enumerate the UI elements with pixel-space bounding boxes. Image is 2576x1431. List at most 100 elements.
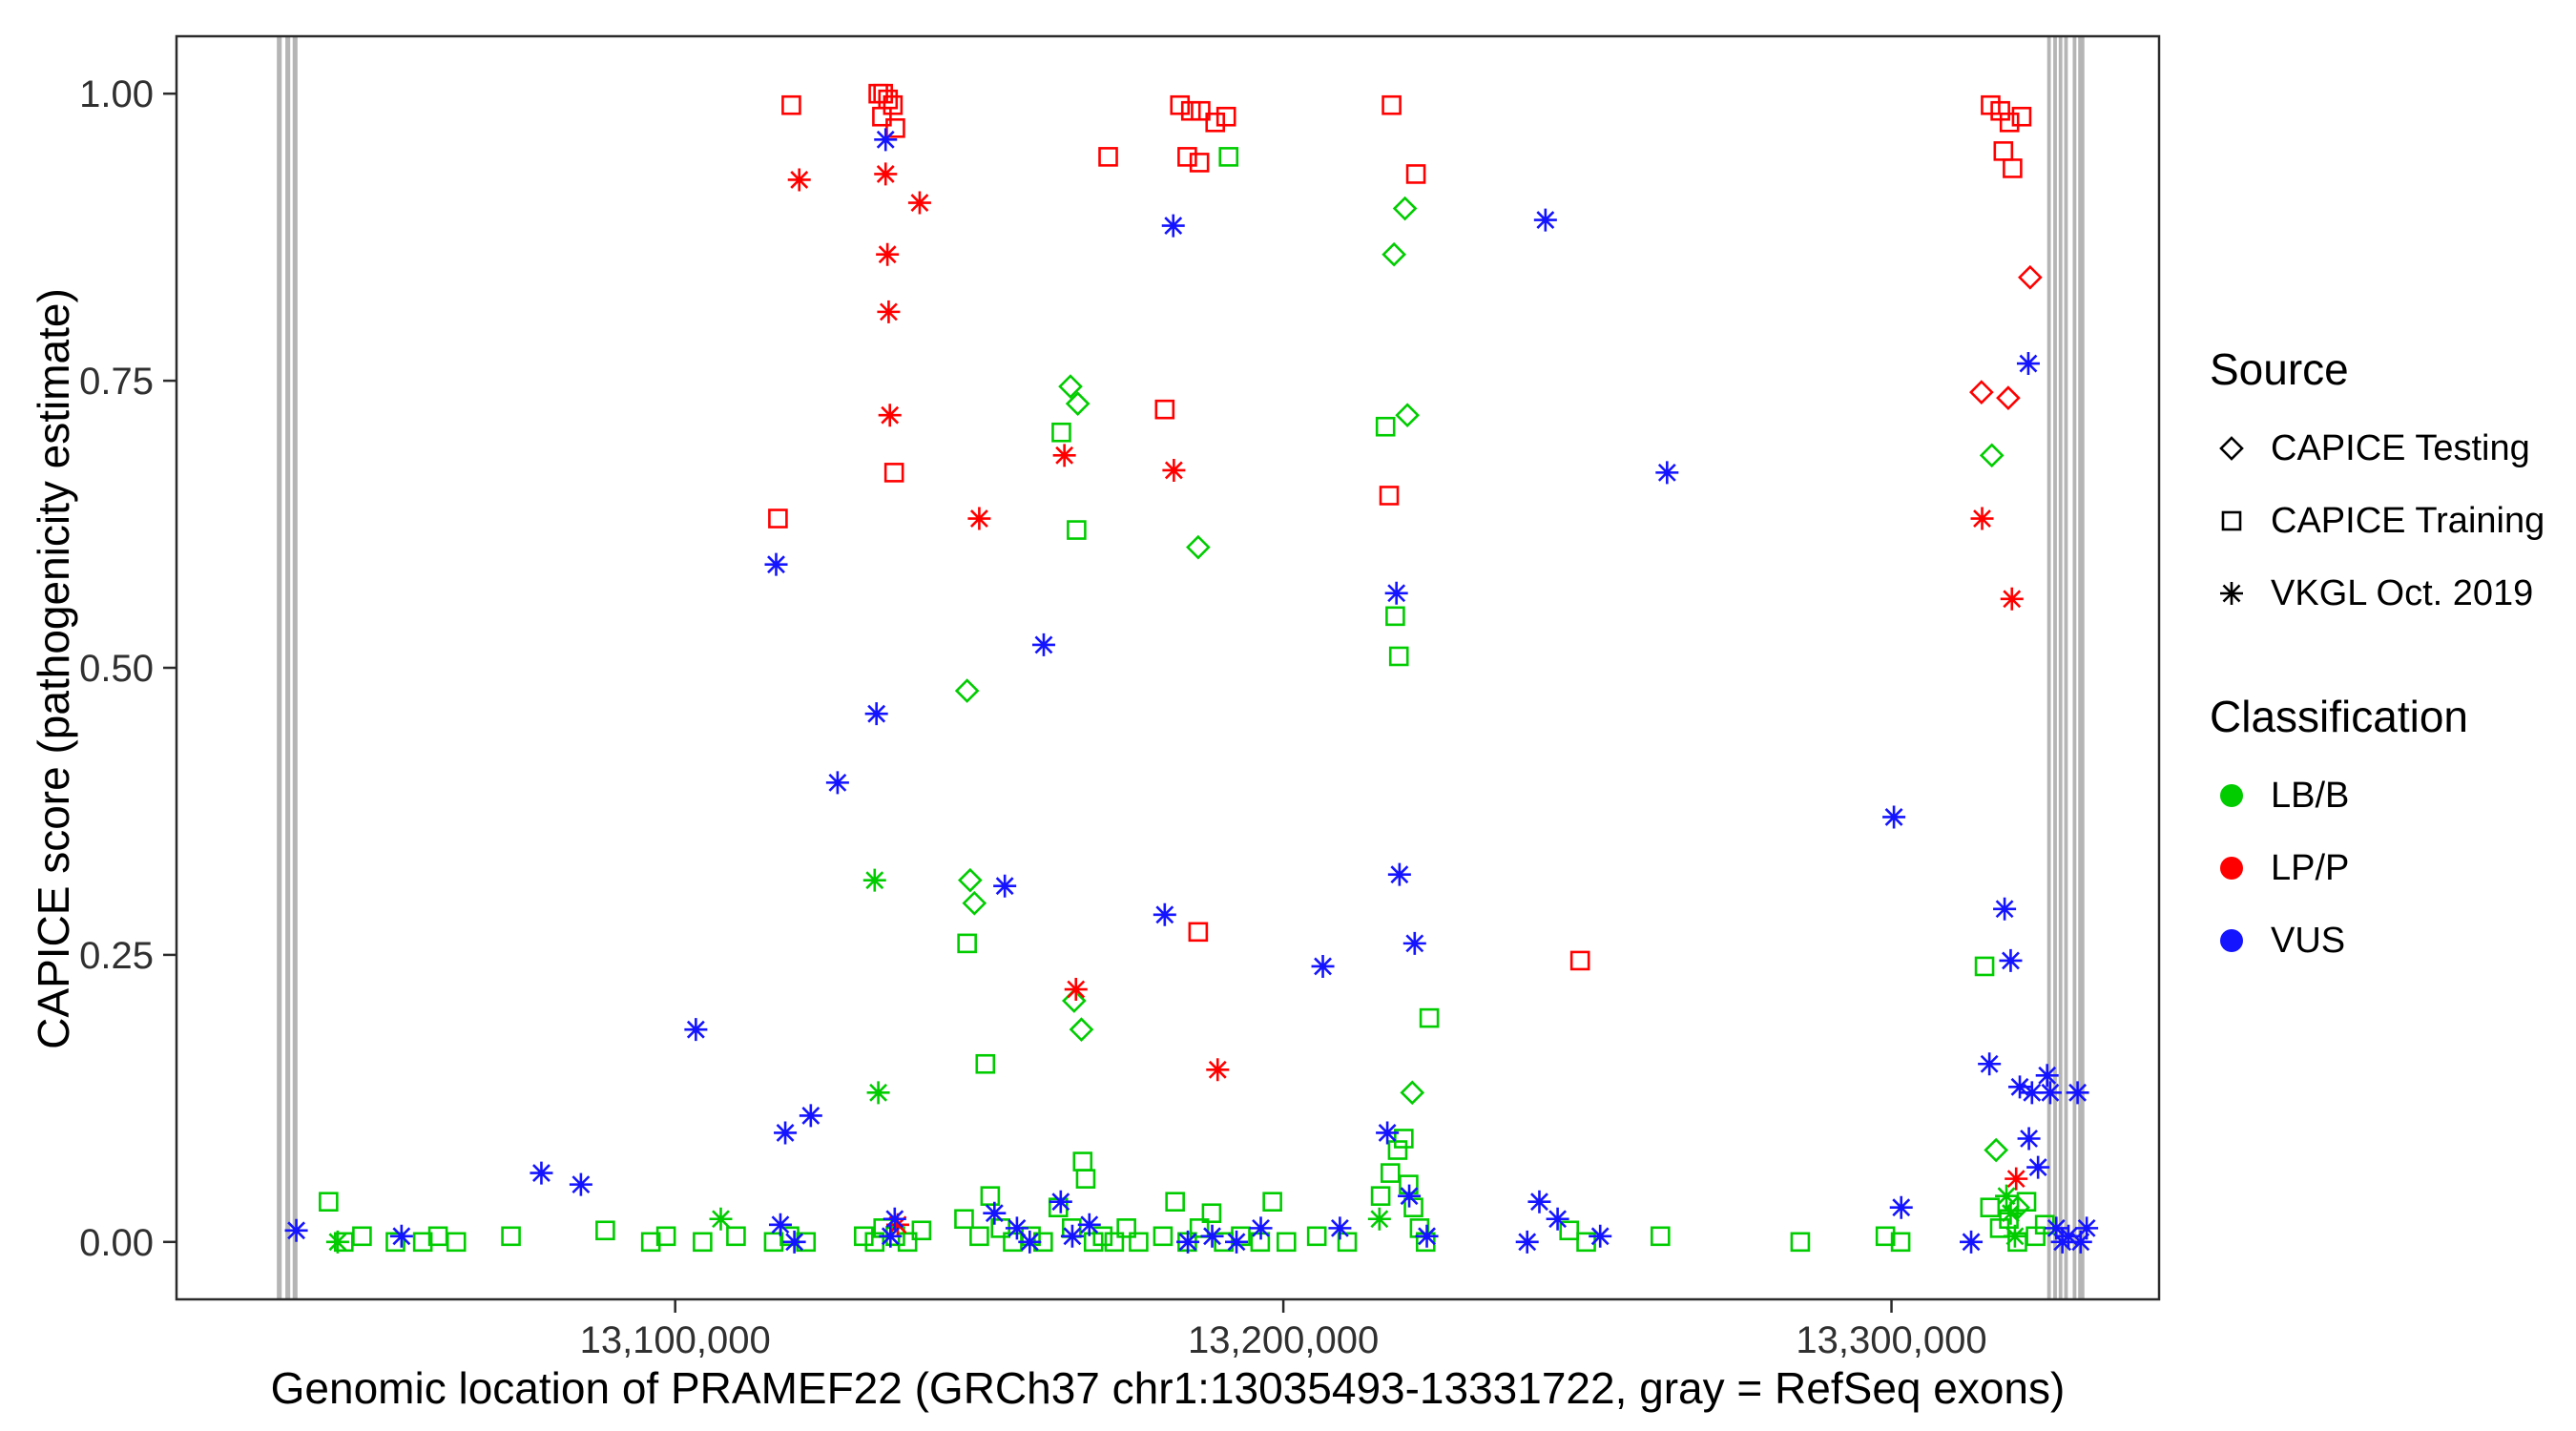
data-point xyxy=(911,1220,932,1241)
legend-item-label: LB/B xyxy=(2271,775,2350,816)
data-point xyxy=(2000,587,2024,611)
vus-color-dot xyxy=(2220,929,2243,952)
data-point xyxy=(1527,1190,1551,1213)
data-point xyxy=(1065,391,1091,417)
data-point xyxy=(1999,112,2020,133)
x-tick-label: 13,100,000 xyxy=(580,1319,771,1361)
data-point xyxy=(1960,1230,1984,1254)
data-point xyxy=(983,1201,1007,1225)
data-point xyxy=(1387,1140,1408,1160)
data-point xyxy=(1405,164,1426,184)
legend-item-capice-testing: CAPICE Testing xyxy=(2210,412,2576,485)
data-point xyxy=(1225,1230,1249,1254)
data-point xyxy=(1395,403,1420,428)
series-diamond-lp-p xyxy=(1969,264,2043,410)
data-point xyxy=(1058,374,1083,399)
data-point xyxy=(1069,1017,1094,1042)
data-point xyxy=(962,890,987,916)
data-point xyxy=(1875,1226,1896,1247)
data-point xyxy=(825,771,849,795)
data-point xyxy=(1380,1163,1401,1183)
data-point xyxy=(877,300,901,323)
data-point xyxy=(1376,1121,1400,1145)
data-point xyxy=(1969,380,1994,404)
data-point xyxy=(569,1172,592,1196)
data-point xyxy=(2018,264,2043,290)
data-point xyxy=(1385,606,1405,627)
data-point xyxy=(1306,1226,1327,1247)
data-point xyxy=(781,94,801,115)
series-asterisk-vus xyxy=(284,128,2099,1254)
data-point xyxy=(1218,147,1239,167)
data-point xyxy=(774,1121,798,1145)
data-point xyxy=(883,94,904,115)
data-point xyxy=(1188,922,1209,943)
data-point xyxy=(1201,1203,1222,1224)
data-point xyxy=(1392,196,1418,221)
data-point xyxy=(1062,988,1087,1013)
data-point xyxy=(768,1213,792,1236)
data-point xyxy=(1400,1080,1425,1106)
data-point xyxy=(969,1226,989,1247)
data-point xyxy=(1165,1192,1185,1212)
data-point xyxy=(1189,153,1210,173)
data-point xyxy=(1394,1129,1414,1149)
data-point xyxy=(885,1213,909,1236)
legend-item-label: CAPICE Testing xyxy=(2271,427,2530,468)
data-point xyxy=(1049,1190,1072,1213)
data-point xyxy=(501,1226,521,1247)
data-point xyxy=(874,128,898,152)
data-point xyxy=(530,1161,553,1185)
data-point xyxy=(1415,1224,1439,1248)
series-square-lb-b xyxy=(319,147,2055,1253)
data-point xyxy=(684,1018,708,1042)
data-point xyxy=(872,106,892,127)
data-point xyxy=(1370,1186,1391,1206)
data-point xyxy=(1384,581,1408,605)
data-point xyxy=(2005,1167,2028,1191)
y-tick-label: 0.25 xyxy=(79,935,154,977)
lpp-color-dot xyxy=(2220,857,2243,880)
data-point xyxy=(1249,1216,1273,1240)
data-point xyxy=(1515,1230,1539,1254)
y-axis-title: CAPICE score (pathogenicity estimate) xyxy=(29,288,78,1049)
data-point xyxy=(2016,1192,2037,1212)
data-point xyxy=(1398,1184,1422,1208)
data-point xyxy=(1381,94,1402,115)
legend-key-marker xyxy=(2221,510,2242,531)
series-square-lp-p xyxy=(768,83,2032,971)
legend-key-marker xyxy=(2219,436,2244,461)
data-point xyxy=(2003,158,2023,178)
legend-item-label: LP/P xyxy=(2271,847,2350,888)
data-point xyxy=(1189,1218,1210,1238)
data-point xyxy=(1533,208,1557,232)
data-point xyxy=(1790,1232,1811,1253)
data-point xyxy=(2016,352,2040,376)
data-point xyxy=(1052,444,1076,467)
data-point xyxy=(2045,1216,2068,1240)
data-point xyxy=(1387,862,1411,886)
data-point xyxy=(1018,1230,1042,1254)
data-point xyxy=(957,933,977,954)
square-key-icon xyxy=(2221,510,2242,531)
data-point xyxy=(1889,1195,1913,1219)
data-point xyxy=(1559,1220,1579,1241)
data-point xyxy=(883,1207,906,1231)
data-point xyxy=(1546,1207,1569,1231)
data-point xyxy=(1569,950,1590,971)
data-point xyxy=(958,867,983,893)
data-point xyxy=(1262,1192,1282,1212)
data-point xyxy=(764,552,788,576)
data-point xyxy=(1206,1058,1230,1082)
data-point xyxy=(1161,214,1185,238)
data-point xyxy=(385,1232,405,1253)
data-point xyxy=(1153,1226,1174,1247)
exon-line xyxy=(2046,36,2051,1299)
data-point xyxy=(1031,633,1055,656)
data-point xyxy=(1337,1232,1358,1253)
exon-line xyxy=(2072,36,2077,1299)
data-point xyxy=(967,507,991,530)
data-point xyxy=(954,1209,974,1230)
legend-item-capice-training: CAPICE Training xyxy=(2210,485,2576,557)
